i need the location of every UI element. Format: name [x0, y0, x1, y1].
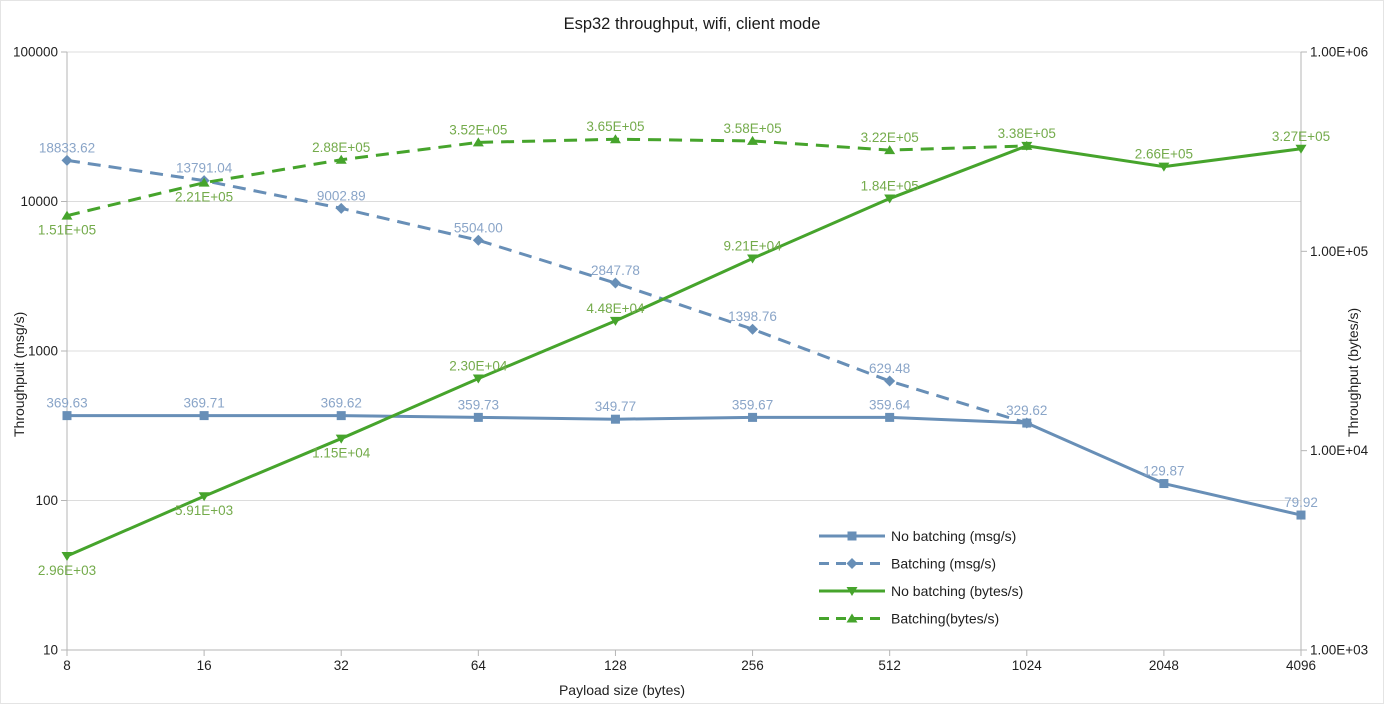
data-label: 329.62	[1006, 403, 1047, 418]
data-label: 1398.76	[728, 309, 777, 324]
x-axis-tick-label: 512	[878, 658, 901, 673]
data-label: 2.88E+05	[312, 140, 370, 155]
x-axis-tick-label: 64	[471, 658, 487, 673]
data-label: 349.77	[595, 399, 636, 414]
no-batching-msg-data-labels: 369.63 369.71 369.62 359.73 349.77 359.67 359.…	[46, 396, 1318, 510]
series-no-batching-bytes: 2.96E+03 5.91E+03 1.15E+04 2.30E+04 4.48E+04…	[38, 129, 1330, 578]
tick-labels: 100000 10000 1000 100 10 1.00E+06 1.00E+05 1.00…	[13, 45, 1369, 674]
no-batching-msg-line	[66, 414, 1302, 517]
data-label: 13791.04	[176, 161, 233, 176]
batching-msg-data-labels: 18833.62 13791.04 9002.89 5504.00 2847.78 139…	[39, 140, 910, 376]
x-axis-tick-label: 32	[334, 658, 349, 673]
batching-bytes-markers	[61, 134, 1033, 220]
x-axis-tick-label: 4096	[1286, 658, 1316, 673]
no-batching-bytes-line	[66, 144, 1302, 558]
data-label: 9002.89	[317, 188, 366, 203]
batching-msg-line	[66, 158, 1028, 425]
data-label: 9.21E+04	[723, 238, 782, 253]
x-axis-tick-label: 1024	[1012, 658, 1043, 673]
right-axis-tick-label: 1.00E+04	[1310, 443, 1369, 458]
series-no-batching-msg: 369.63 369.71 369.62 359.73 349.77 359.67 359.…	[46, 396, 1318, 520]
batching-bytes-line	[66, 137, 1027, 218]
data-label: 629.48	[869, 361, 910, 376]
data-label: 1.84E+05	[861, 179, 919, 194]
left-axis-tick-label: 10000	[20, 194, 58, 209]
data-label: 4.48E+04	[586, 301, 645, 316]
series-batching-msg: 18833.62 13791.04 9002.89 5504.00 2847.78 139…	[39, 140, 1033, 429]
series-batching-bytes: 1.51E+05 2.21E+05 2.88E+05 3.52E+05 3.65E+05…	[38, 119, 1056, 237]
data-label: 79.92	[1284, 495, 1318, 510]
data-label: 3.38E+05	[998, 126, 1056, 141]
batching-bytes-data-labels: 1.51E+05 2.21E+05 2.88E+05 3.52E+05 3.65E+05…	[38, 119, 1056, 237]
right-axis-tick-label: 1.00E+05	[1310, 244, 1368, 259]
data-label: 3.58E+05	[723, 121, 781, 136]
legend-item-batching-msg: Batching (msg/s)	[819, 556, 996, 572]
x-axis-tick-label: 128	[604, 658, 627, 673]
x-axis-tick-label: 16	[197, 658, 212, 673]
data-label: 5.91E+03	[175, 503, 233, 518]
data-label: 2.21E+05	[175, 190, 233, 205]
data-label: 3.27E+05	[1272, 129, 1330, 144]
data-label: 1.15E+04	[312, 446, 371, 461]
data-label: 369.63	[46, 396, 87, 411]
data-label: 359.73	[458, 397, 499, 412]
data-label: 359.67	[732, 397, 773, 412]
left-axis-tick-label: 10	[43, 643, 58, 658]
right-axis-tick-label: 1.00E+03	[1310, 643, 1368, 658]
data-label: 369.71	[183, 396, 224, 411]
data-label: 129.87	[1143, 464, 1184, 479]
left-axis-tick-label: 1000	[28, 344, 58, 359]
data-label: 2.96E+03	[38, 563, 96, 578]
chart-title: Esp32 throughput, wifi, client mode	[563, 15, 821, 33]
data-label: 5504.00	[454, 220, 503, 235]
data-label: 18833.62	[39, 140, 95, 155]
data-label: 1.51E+05	[38, 223, 96, 238]
data-label: 2847.78	[591, 263, 640, 278]
plot-root: 100000 10000 1000 100 10 1.00E+06 1.00E+05 1.00…	[13, 45, 1369, 674]
legend-label: No batching (msg/s)	[891, 528, 1016, 544]
legend-item-no-batching-msg: No batching (msg/s)	[819, 528, 1016, 544]
x-axis-tick-label: 2048	[1149, 658, 1179, 673]
legend-label: No batching (bytes/s)	[891, 583, 1023, 599]
x-axis-title: Payload size (bytes)	[558, 682, 686, 698]
data-label: 3.52E+05	[449, 122, 507, 137]
no-batching-bytes-data-labels: 2.96E+03 5.91E+03 1.15E+04 2.30E+04 4.48E+04…	[38, 129, 1330, 578]
left-axis-tick-label: 100	[35, 493, 58, 508]
tick-marks	[61, 51, 1307, 656]
data-label: 359.64	[869, 397, 911, 412]
legend-item-batching-bytes: Batching(bytes/s)	[819, 611, 999, 627]
data-label: 2.30E+04	[449, 359, 508, 374]
data-label: 369.62	[321, 396, 362, 411]
legend-label: Batching (msg/s)	[891, 556, 996, 572]
legend: No batching (msg/s) Batching (msg/s) No ba…	[819, 528, 1023, 627]
legend-item-no-batching-bytes: No batching (bytes/s)	[819, 583, 1023, 599]
legend-label: Batching(bytes/s)	[891, 611, 999, 627]
left-axis-tick-label: 100000	[13, 45, 58, 60]
data-label: 3.65E+05	[586, 119, 644, 134]
data-label: 2.66E+05	[1135, 147, 1193, 162]
gridlines	[67, 51, 1301, 501]
x-axis-tick-label: 8	[63, 658, 71, 673]
right-axis-tick-label: 1.00E+06	[1310, 45, 1368, 60]
data-label: 3.22E+05	[861, 130, 919, 145]
x-axis-tick-label: 256	[741, 658, 764, 673]
no-batching-bytes-markers	[61, 141, 1307, 562]
